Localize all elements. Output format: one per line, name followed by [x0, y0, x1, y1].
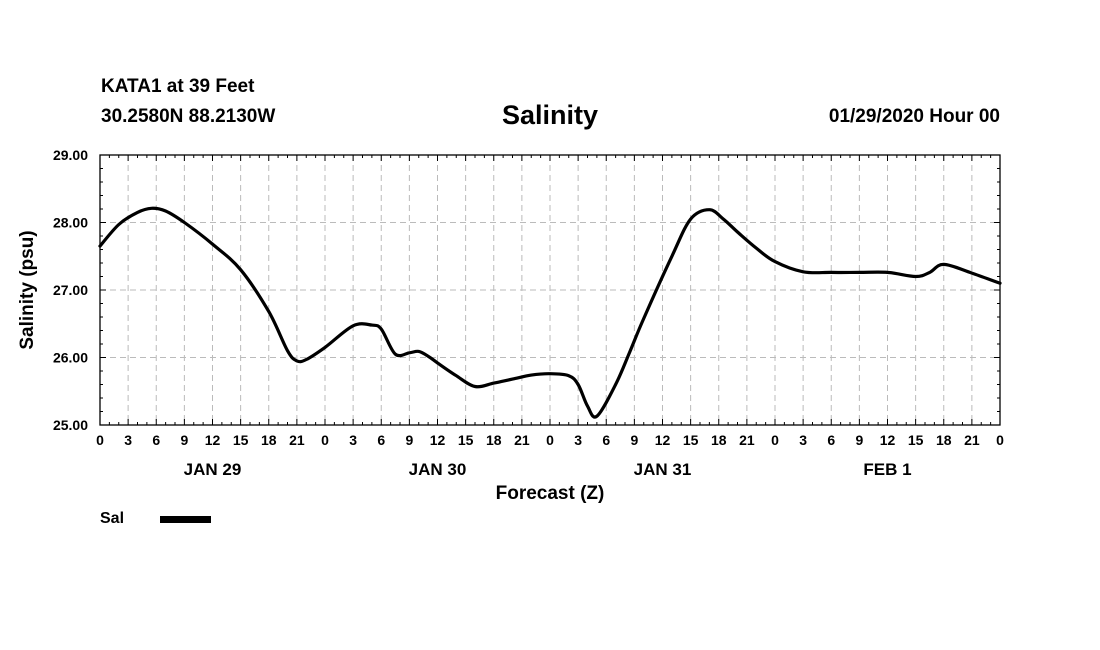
day-label: JAN 31	[634, 460, 692, 479]
x-tick-label: 21	[289, 432, 305, 448]
day-label: JAN 29	[184, 460, 242, 479]
x-tick-label: 12	[880, 432, 896, 448]
x-tick-label: 18	[936, 432, 952, 448]
x-tick-label: 15	[233, 432, 249, 448]
chart-title: Salinity	[501, 100, 599, 130]
x-tick-label: 0	[321, 432, 329, 448]
legend-label: Sal	[100, 510, 125, 527]
x-tick-label: 18	[261, 432, 277, 448]
x-tick-label: 3	[124, 432, 132, 448]
y-tick-label: 26.00	[53, 350, 88, 366]
x-tick-label: 0	[96, 432, 104, 448]
x-tick-label: 15	[683, 432, 699, 448]
x-tick-label: 3	[799, 432, 807, 448]
day-label: FEB 1	[863, 460, 911, 479]
legend: Sal	[100, 510, 211, 528]
x-tick-label: 18	[486, 432, 502, 448]
y-tick-label: 29.00	[53, 147, 88, 163]
y-axis-label: Salinity (psu)	[17, 230, 38, 350]
forecast-datetime: 01/29/2020 Hour 00	[828, 106, 1000, 127]
x-tick-label: 0	[546, 432, 554, 448]
y-tick-label: 25.00	[53, 417, 88, 433]
x-tick-label: 3	[349, 432, 357, 448]
x-tick-label: 9	[405, 432, 413, 448]
coordinates-label: 30.2580N 88.2130W	[101, 106, 276, 127]
station-label: KATA1 at 39 Feet	[101, 76, 255, 97]
x-tick-label: 9	[630, 432, 638, 448]
day-label: JAN 30	[409, 460, 467, 479]
x-tick-label: 6	[152, 432, 160, 448]
legend-swatch	[160, 515, 211, 523]
x-axis-label: Forecast (Z)	[495, 483, 605, 504]
y-tick-label: 28.00	[53, 215, 88, 231]
x-tick-label: 15	[458, 432, 474, 448]
x-tick-label: 21	[739, 432, 755, 448]
x-tick-label: 12	[655, 432, 671, 448]
x-tick-label: 9	[180, 432, 188, 448]
x-tick-label: 9	[855, 432, 863, 448]
x-tick-label: 12	[430, 432, 446, 448]
x-tick-label: 3	[574, 432, 582, 448]
y-tick-label: 27.00	[53, 282, 88, 298]
x-tick-label: 21	[964, 432, 980, 448]
series-line-sal	[98, 206, 1002, 419]
x-tick-label: 15	[908, 432, 924, 448]
x-tick-label: 6	[377, 432, 385, 448]
x-tick-label: 21	[514, 432, 530, 448]
x-tick-label: 6	[602, 432, 610, 448]
x-tick-label: 0	[771, 432, 779, 448]
x-tick-label: 0	[996, 432, 1004, 448]
x-tick-label: 12	[205, 432, 221, 448]
x-tick-label: 6	[827, 432, 835, 448]
x-tick-label: 18	[711, 432, 727, 448]
